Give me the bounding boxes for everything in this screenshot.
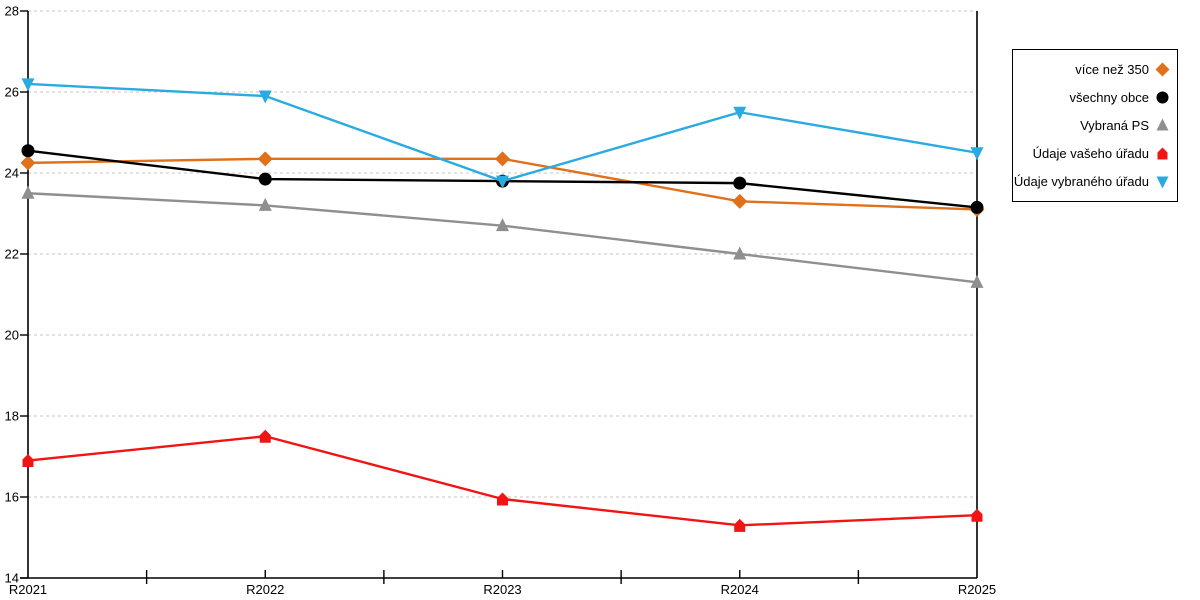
- legend-item: Údaje vybraného úřadu: [1014, 174, 1170, 189]
- legend: více než 350 všechny obce Vybraná PS Údaje …: [1012, 49, 1178, 202]
- diamond-marker-icon: [732, 193, 748, 209]
- legend-item: všechny obce: [1020, 90, 1170, 105]
- series-line: [27, 435, 978, 527]
- x-tick-label: R2023: [483, 582, 521, 597]
- y-tick-label: 22: [5, 247, 19, 262]
- circle-marker-icon: [970, 200, 984, 214]
- y-tick-label: 20: [5, 328, 19, 343]
- house-marker-icon: [259, 429, 271, 443]
- series-line: [27, 82, 978, 183]
- triangle-up-marker-icon: [258, 197, 272, 211]
- circle-marker-icon: [733, 176, 747, 190]
- x-tick-label: R2024: [721, 582, 759, 597]
- triangle-down-marker-icon: [258, 90, 272, 104]
- diamond-marker-icon: [495, 151, 510, 167]
- house-marker-icon: [734, 518, 746, 532]
- house-marker-icon: [22, 454, 34, 468]
- diamond-icon: [1155, 62, 1170, 77]
- triangle-down-marker-icon: [21, 78, 35, 92]
- house-icon-shape: [1157, 147, 1168, 160]
- y-tick-label: 14: [5, 571, 19, 586]
- legend-label: více než 350: [1075, 61, 1149, 77]
- y-tick-label: 18: [5, 409, 19, 424]
- triangle-down-marker-icon: [733, 106, 747, 120]
- triangle-up-marker-icon: [970, 274, 984, 288]
- triangle-down-marker-icon: [970, 147, 984, 161]
- diamond-marker-icon: [257, 151, 273, 167]
- y-tick-label: 26: [5, 85, 19, 100]
- x-tick-label: R2022: [246, 582, 284, 597]
- triangle-up-marker-icon: [21, 185, 35, 199]
- circle-icon: [1156, 91, 1169, 104]
- triangle-down-icon-shape: [1156, 176, 1169, 189]
- triangle-down-icon: [1156, 176, 1169, 189]
- y-tick-label: 16: [5, 490, 19, 505]
- circle-icon-shape: [1156, 91, 1169, 104]
- legend-label: Údaje vybraného úřadu: [1013, 174, 1149, 190]
- triangle-up-icon-shape: [1156, 118, 1169, 131]
- legend-item: Vybraná PS: [1020, 118, 1170, 133]
- legend-item: více než 350: [1020, 62, 1170, 77]
- diamond-marker-icon: [20, 155, 36, 171]
- triangle-down-marker-icon: [496, 175, 509, 189]
- triangle-up-marker-icon: [733, 246, 747, 260]
- legend-item: Údaje vašeho úřadu: [1020, 146, 1170, 161]
- y-tick-label: 28: [5, 4, 19, 19]
- series-line: [27, 192, 978, 284]
- house-marker-icon: [497, 492, 508, 506]
- x-tick-label: R2021: [9, 582, 47, 597]
- legend-label: Údaje vašeho úřadu: [1032, 146, 1149, 162]
- legend-label: Vybraná PS: [1080, 117, 1149, 133]
- circle-marker-icon: [21, 144, 35, 158]
- x-tick-label: R2025: [958, 582, 996, 597]
- legend-label: všechny obce: [1069, 89, 1150, 105]
- house-icon: [1157, 147, 1168, 160]
- house-marker-icon: [971, 508, 983, 522]
- diamond-icon-shape: [1155, 62, 1170, 77]
- y-tick-label: 24: [5, 166, 19, 181]
- triangle-up-icon: [1156, 118, 1169, 131]
- triangle-up-marker-icon: [496, 218, 509, 232]
- circle-marker-icon: [258, 172, 272, 186]
